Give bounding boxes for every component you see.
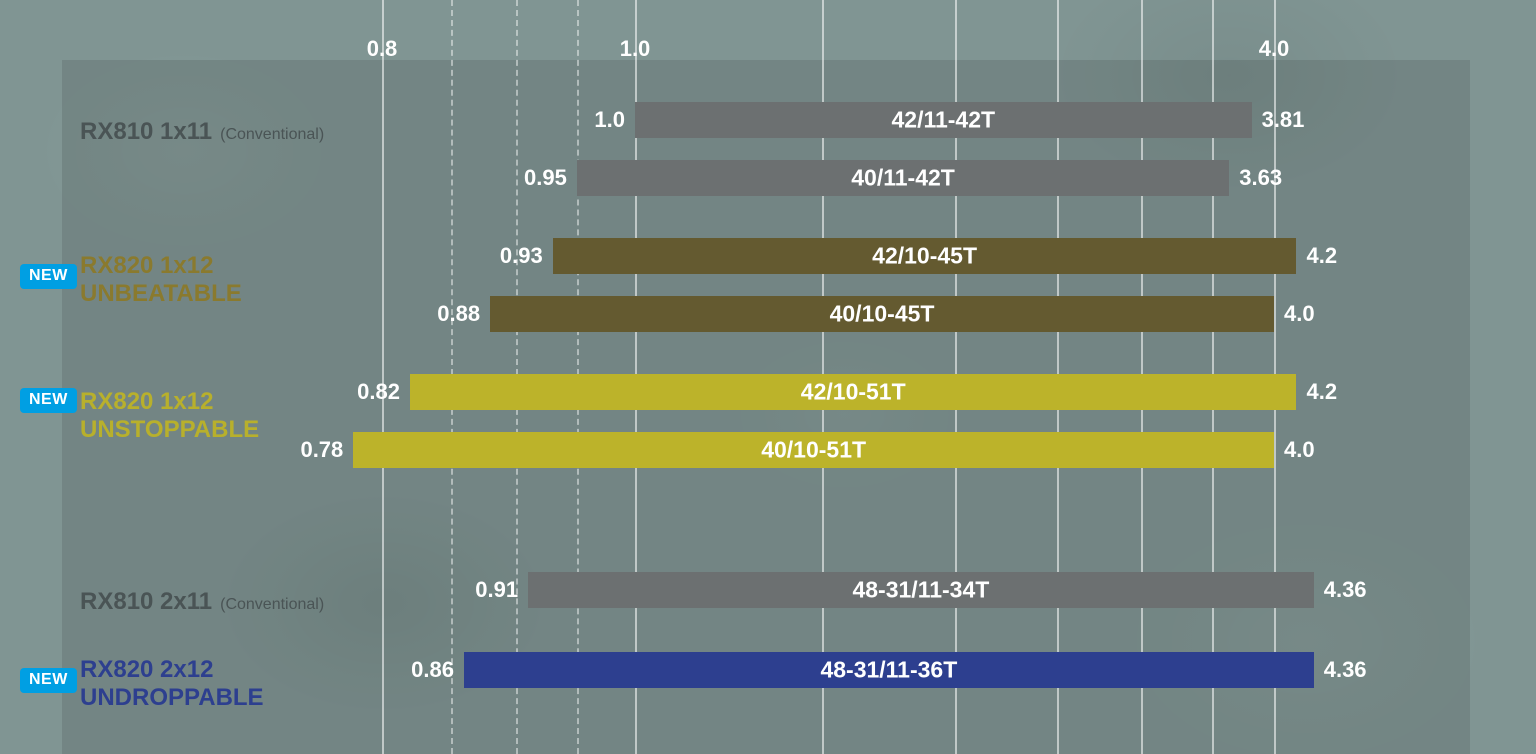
- bar-center-label: 40/10-51T: [761, 437, 866, 464]
- bar-start-value: 0.78: [300, 437, 353, 463]
- axis-tick-label: 4.0: [1259, 36, 1290, 62]
- bar-start-value: 1.0: [594, 107, 635, 133]
- bar-start-value: 0.93: [500, 243, 553, 269]
- new-badge: NEW: [20, 388, 77, 413]
- bar-center-label: 40/10-45T: [830, 301, 935, 328]
- bar-end-value: 4.0: [1274, 437, 1315, 463]
- group-label-line1: RX820 1x12: [80, 388, 259, 416]
- bar-start-value: 0.88: [437, 301, 490, 327]
- bar-center-label: 40/11-42T: [851, 165, 955, 192]
- group-label-line1: RX820 2x12: [80, 656, 264, 684]
- group-label-line1: RX820 1x12: [80, 252, 242, 280]
- bar-center-label: 48-31/11-36T: [820, 657, 957, 684]
- axis-tick-label: 1.0: [620, 36, 651, 62]
- bar-end-value: 4.2: [1296, 379, 1337, 405]
- group-label-line2: UNDROPPABLE: [80, 684, 264, 712]
- group-label-rx820-2x12-undroppable: RX820 2x12UNDROPPABLE: [80, 656, 264, 711]
- bar-start-value: 0.86: [411, 657, 464, 683]
- bar-center-label: 42/10-51T: [801, 379, 906, 406]
- bar-end-value: 4.0: [1274, 301, 1315, 327]
- group-label-rx810-2x11: RX810 2x11(Conventional): [80, 588, 324, 616]
- group-label-paren: (Conventional): [220, 596, 324, 613]
- group-label-paren: (Conventional): [220, 126, 324, 143]
- group-label-rx810-1x11: RX810 1x11(Conventional): [80, 118, 324, 146]
- bar-end-value: 3.81: [1252, 107, 1305, 133]
- gridline: [382, 0, 384, 754]
- bar-end-value: 4.2: [1296, 243, 1337, 269]
- bar-center-label: 42/10-45T: [872, 243, 977, 270]
- group-label-line2: UNBEATABLE: [80, 280, 242, 308]
- group-label-rx820-1x12-unbeatable: RX820 1x12UNBEATABLE: [80, 252, 242, 307]
- bar-start-value: 0.91: [475, 577, 528, 603]
- bar-end-value: 3.63: [1229, 165, 1282, 191]
- bar-center-label: 48-31/11-34T: [852, 577, 989, 604]
- axis-tick-label: 0.8: [367, 36, 398, 62]
- group-label-rx820-1x12-unstoppable: RX820 1x12UNSTOPPABLE: [80, 388, 259, 443]
- group-label-line1: RX810 2x11(Conventional): [80, 588, 324, 616]
- new-badge: NEW: [20, 264, 77, 289]
- bar-end-value: 4.36: [1314, 577, 1367, 603]
- bar-center-label: 42/11-42T: [891, 107, 995, 134]
- group-label-line1: RX810 1x11(Conventional): [80, 118, 324, 146]
- bar-end-value: 4.36: [1314, 657, 1367, 683]
- new-badge: NEW: [20, 668, 77, 693]
- group-label-line2: UNSTOPPABLE: [80, 416, 259, 444]
- bar-start-value: 0.95: [524, 165, 577, 191]
- bar-start-value: 0.82: [357, 379, 410, 405]
